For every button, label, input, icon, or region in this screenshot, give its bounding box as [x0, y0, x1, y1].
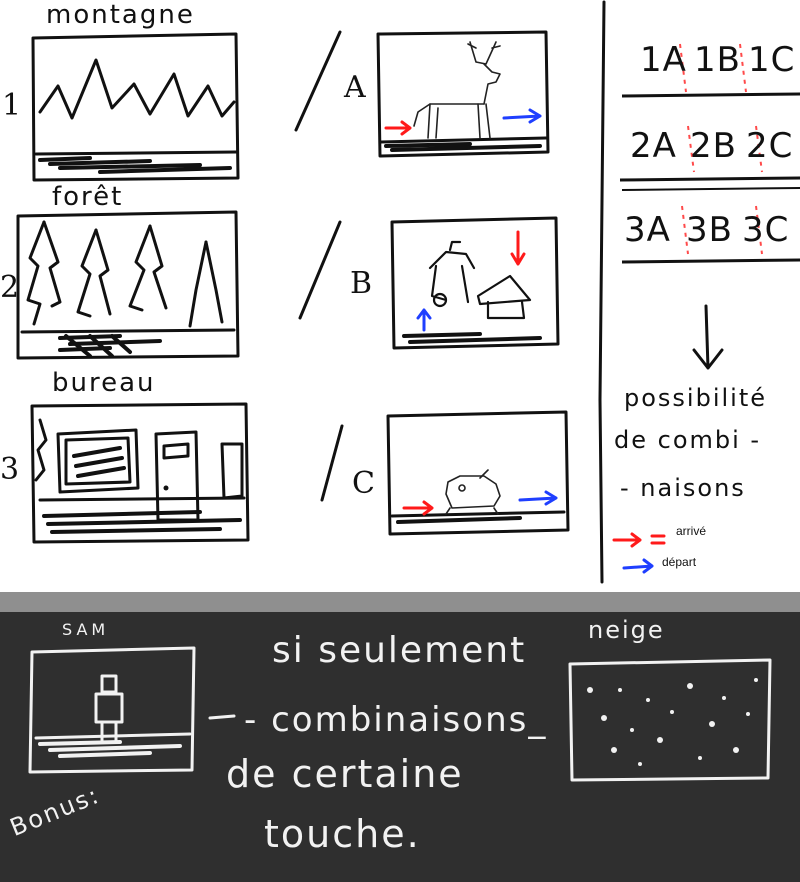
scene-montagne-frame — [16, 0, 800, 584]
picture-frame — [56, 428, 140, 494]
arrow-depart-a — [502, 108, 542, 124]
note-line-1: possibilité — [624, 384, 768, 412]
combo-3b: 3B — [686, 210, 733, 250]
scene-title-montagne: montagne — [46, 0, 195, 30]
combo-3a: 3A — [624, 210, 671, 250]
arrow-depart-c — [518, 490, 558, 506]
scene-number-2: 2 — [0, 270, 22, 305]
combo-row-3: 3A 3B 3C — [624, 204, 800, 288]
neige-title: neige — [588, 616, 665, 644]
arrow-depart-b — [416, 308, 432, 332]
note-line-3: - naisons — [620, 474, 746, 502]
tree-1 — [26, 220, 46, 326]
down-arrow — [692, 304, 724, 370]
sam-figure — [94, 674, 124, 744]
tree-2 — [76, 228, 98, 318]
deer-drawing — [413, 41, 501, 139]
scene-letter-a: A — [344, 70, 368, 105]
combo-1a: 1A — [640, 40, 687, 80]
combination-list: 1A 1B 1C 2A 2B 2C 3A 3B 3C — [624, 36, 800, 288]
combo-2b: 2B — [690, 126, 737, 166]
scene-title-foret: forêt — [52, 182, 124, 212]
creature-drawing — [445, 469, 501, 515]
scene-number-3: 3 — [0, 452, 22, 487]
legend-arrive-arrow — [612, 532, 666, 548]
legend-arrive-label: arrivé — [676, 524, 707, 538]
arrow-arrive-b — [510, 230, 526, 266]
scene-letter-b: B — [350, 266, 375, 301]
bonus-line-3: de certaine — [226, 752, 464, 796]
arrow-arrive-a — [384, 120, 412, 136]
mountain-peaks — [38, 58, 236, 120]
combo-2c: 2C — [746, 126, 794, 166]
combo-row-1: 1A 1B 1C — [630, 36, 800, 120]
tree-4 — [188, 240, 208, 328]
combo-3c: 3C — [742, 210, 790, 250]
note-line-2: de combi - — [614, 426, 762, 454]
tree-3 — [128, 224, 152, 312]
combo-1c: 1C — [748, 40, 796, 80]
legend-depart-arrow — [622, 558, 654, 574]
scene-letter-c: C — [352, 466, 377, 501]
house-drawing — [428, 240, 532, 320]
vertical-divider — [598, 0, 606, 584]
window-right — [220, 442, 244, 500]
legend-depart-label: départ — [662, 555, 697, 569]
separator-bar — [0, 592, 800, 612]
bonus-line-2: - combinaisons_ — [244, 700, 548, 740]
combo-1b: 1B — [694, 40, 741, 80]
scene-title-bureau: bureau — [52, 368, 156, 398]
scene-number-1: 1 — [2, 88, 24, 123]
arrow-arrive-c — [402, 500, 434, 516]
combo-row-2: 2A 2B 2C — [630, 120, 800, 204]
combo-2a: 2A — [630, 126, 677, 166]
bonus-line-1: si seulement — [272, 630, 527, 671]
bonus-line-4: touche. — [264, 812, 421, 856]
snow-dots — [587, 678, 758, 766]
sam-title: SAM — [62, 620, 110, 639]
